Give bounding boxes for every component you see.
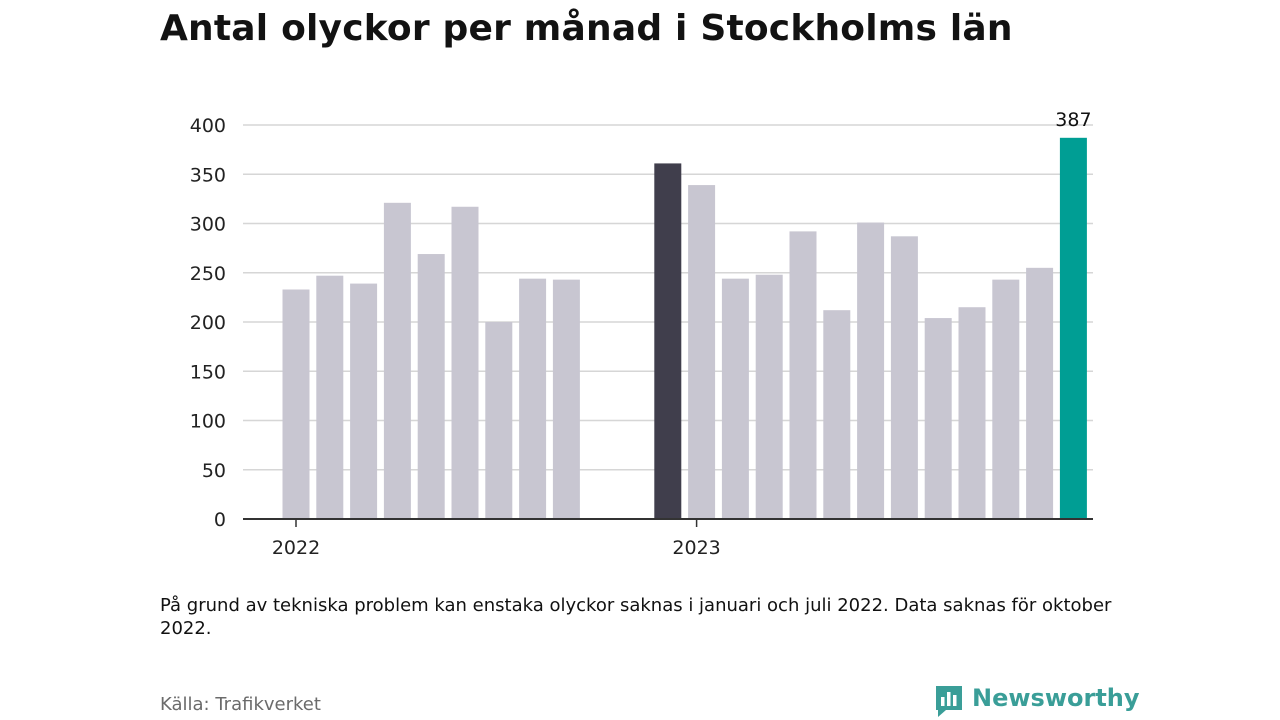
brand-name: Newsworthy [972, 684, 1140, 712]
source-text: Källa: Trafikverket [160, 694, 321, 715]
bar-2023-02 [721, 278, 749, 519]
bar-2023-01 [688, 185, 716, 519]
bar-2022-06 [451, 206, 479, 519]
bar-2023-06 [857, 222, 885, 519]
chart-title: Antal olyckor per månad i Stockholms län [160, 8, 1013, 49]
footnote: På grund av tekniska problem kan enstaka… [160, 595, 1112, 639]
newsworthy-logo-icon [936, 686, 962, 717]
bar-2023-07 [890, 236, 918, 519]
bar-2023-05 [823, 310, 851, 519]
y-tick-label: 250 [190, 263, 226, 285]
bar-2022-02 [316, 275, 344, 519]
newsworthy-brand[interactable]: Newsworthy [934, 684, 1140, 720]
bar-2023-08 [924, 318, 952, 519]
bar-chart: 0 50 100 150 200 250 300 350 400 387 2022 2023 [190, 109, 1093, 559]
bar-2023-10 [992, 279, 1020, 519]
bar-2023-03 [755, 274, 783, 519]
bar-2023-11 [1026, 267, 1054, 519]
data-label: 387 [1055, 109, 1091, 131]
axes [243, 518, 1093, 527]
y-tick-label: 100 [190, 411, 226, 433]
bar-2022-12 [654, 163, 682, 520]
bar-2022-01 [282, 289, 310, 519]
y-tick-label: 0 [214, 509, 226, 531]
bar-2022-07 [485, 322, 513, 519]
y-tick-label: 350 [190, 164, 226, 186]
y-tick-label: 50 [202, 460, 226, 482]
y-tick-label: 150 [190, 361, 226, 383]
bar-2022-08 [519, 278, 547, 519]
bar-2022-05 [417, 254, 445, 519]
bars [282, 137, 1087, 520]
x-tick-label: 2023 [672, 537, 720, 559]
bar-2023-04 [789, 231, 817, 519]
bar-2022-03 [350, 283, 378, 519]
labels: 0 50 100 150 200 250 300 350 400 387 2022 2023 [190, 109, 1092, 559]
y-tick-label: 400 [190, 115, 226, 137]
bar-2022-04 [383, 202, 411, 519]
bar-2022-09 [552, 279, 580, 519]
bar-2023-09 [958, 307, 986, 519]
bar-2023-12 [1059, 137, 1087, 519]
y-tick-label: 300 [190, 214, 226, 236]
y-tick-label: 200 [190, 312, 226, 334]
x-tick-label: 2022 [272, 537, 320, 559]
